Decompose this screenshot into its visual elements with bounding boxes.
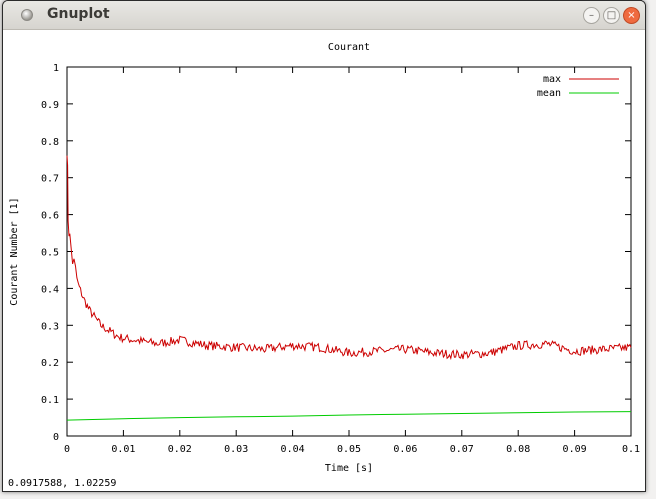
y-tick-label: 0.4 bbox=[41, 284, 59, 295]
x-tick-label: 0.01 bbox=[111, 444, 135, 455]
x-tick-label: 0.05 bbox=[337, 444, 361, 455]
series-line-max bbox=[66, 155, 632, 361]
plot-area[interactable]: Courant Time [s] Courant Number [1] 0 0.0… bbox=[3, 30, 645, 478]
x-tick-label: 0 bbox=[64, 444, 70, 455]
minimize-button[interactable]: – bbox=[583, 7, 600, 24]
x-tick-label: 0.02 bbox=[168, 444, 192, 455]
x-tick-label: 0.03 bbox=[224, 444, 248, 455]
window-title: Gnuplot bbox=[47, 6, 110, 22]
x-tick-label: 0.04 bbox=[281, 444, 305, 455]
legend-label-max: max bbox=[543, 74, 561, 85]
y-tick-label: 0.9 bbox=[41, 100, 59, 111]
series-line-mean bbox=[66, 411, 632, 421]
chart-title: Courant bbox=[328, 42, 370, 53]
y-tick-label: 0.3 bbox=[41, 321, 59, 332]
x-axis-label: Time [s] bbox=[325, 463, 373, 474]
x-tick-label: 0.1 bbox=[622, 444, 640, 455]
x-tick-label: 0.08 bbox=[506, 444, 530, 455]
axis-ticks: 0 0.01 0.02 0.03 0.04 0.05 0.06 0.07 0.08 0.09 0.1… bbox=[41, 63, 640, 455]
y-tick-label: 0.1 bbox=[41, 395, 59, 406]
gnuplot-window: Gnuplot – □ × Courant Time [s] Courant N… bbox=[2, 0, 646, 492]
x-tick-label: 0.09 bbox=[563, 444, 587, 455]
legend: max mean bbox=[537, 74, 619, 99]
status-bar: 0.0917588, 1.02259 bbox=[3, 478, 645, 491]
y-tick-label: 0 bbox=[53, 432, 59, 443]
courant-chart[interactable]: Courant Time [s] Courant Number [1] 0 0.0… bbox=[3, 30, 645, 478]
plot-frame bbox=[66, 66, 632, 437]
y-tick-label: 0.5 bbox=[41, 248, 59, 259]
maximize-button[interactable]: □ bbox=[603, 7, 620, 24]
x-tick-label: 0.06 bbox=[393, 444, 417, 455]
x-tick-label: 0.07 bbox=[450, 444, 474, 455]
close-button[interactable]: × bbox=[623, 7, 640, 24]
mouse-coordinates: 0.0917588, 1.02259 bbox=[8, 478, 117, 489]
title-bar[interactable]: Gnuplot – □ × bbox=[3, 1, 645, 30]
y-tick-label: 0.2 bbox=[41, 358, 59, 369]
y-tick-label: 1 bbox=[53, 63, 59, 74]
legend-label-mean: mean bbox=[537, 88, 561, 99]
y-tick-label: 0.7 bbox=[41, 174, 59, 185]
y-tick-label: 0.6 bbox=[41, 211, 59, 222]
y-tick-label: 0.8 bbox=[41, 137, 59, 148]
series-layer bbox=[66, 155, 632, 421]
y-axis-label: Courant Number [1] bbox=[9, 197, 20, 305]
window-menu-icon[interactable] bbox=[21, 9, 33, 21]
